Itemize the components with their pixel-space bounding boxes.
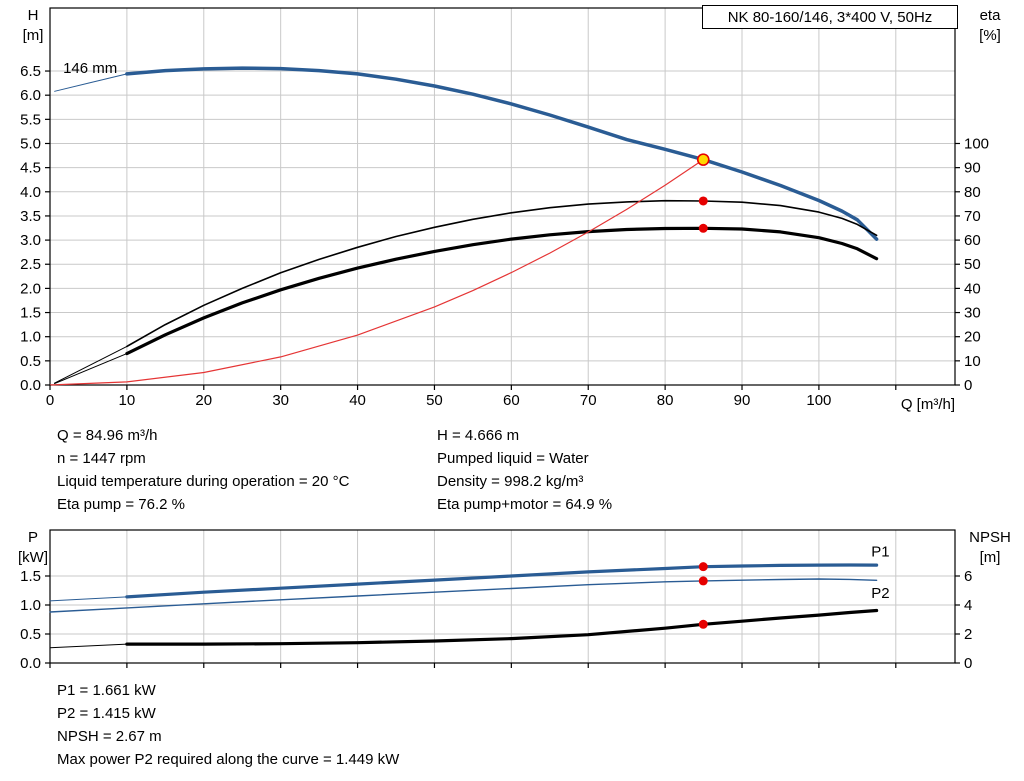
- eta-pump-motor-curve: [125, 226, 879, 356]
- x-tick-label: 0: [46, 392, 54, 409]
- left-tick-label: 0.0: [20, 377, 41, 394]
- right-tick-label: 2: [964, 626, 972, 643]
- p1-lead: [49, 596, 128, 602]
- pump-title: NK 80-160/146, 3*400 V, 50Hz: [727, 9, 933, 26]
- left-axis-unit: [m]: [23, 27, 44, 44]
- left-axis-name: P: [28, 529, 38, 546]
- left-tick-label: 5.5: [20, 111, 41, 128]
- info-eta-pump: Eta pump = 76.2 %: [57, 496, 185, 513]
- left-tick-label: 1.5: [20, 568, 41, 585]
- x-tick-label: 100: [806, 392, 831, 409]
- info-flow: Q = 84.96 m³/h: [57, 427, 158, 444]
- right-tick-label: 60: [964, 232, 981, 249]
- left-tick-label: 1.0: [20, 597, 41, 614]
- npsh-curve: [125, 608, 879, 646]
- left-tick-label: 3.5: [20, 208, 41, 225]
- right-tick-label: 10: [964, 353, 981, 370]
- left-tick-label: 6.5: [20, 63, 41, 80]
- power-info: P1 = 1.661 kW P2 = 1.415 kW NPSH = 2.67 …: [57, 679, 399, 771]
- x-tick-label: 40: [349, 392, 366, 409]
- eta-pump-motor-lead: [54, 353, 128, 385]
- x-tick-label: 70: [580, 392, 597, 409]
- eta-pump-curve: [126, 199, 878, 348]
- left-tick-label: 5.0: [20, 135, 41, 152]
- eta-pump-marker: [698, 196, 708, 206]
- info-npsh: NPSH = 2.67 m: [57, 728, 162, 745]
- x-tick-label: 80: [657, 392, 674, 409]
- impeller-size-label: 146 mm: [63, 60, 117, 77]
- info-eta-pump-motor: Eta pump+motor = 64.9 %: [437, 496, 613, 513]
- power-npsh-chart: 0.0 0.5 1.0 1.5 0 2 4 6 P [kW] NPSH [m] P1 P2: [18, 529, 1011, 672]
- x-tick-label: 90: [734, 392, 751, 409]
- left-tick-label: 0.5: [20, 353, 41, 370]
- right-axis-unit: [%]: [979, 27, 1001, 44]
- p2-label: P2: [871, 585, 889, 602]
- left-tick-label: 2.5: [20, 256, 41, 273]
- left-tick-label: 1.5: [20, 305, 41, 322]
- eta-pump-motor-marker: [698, 223, 708, 233]
- pump-title-box: NK 80-160/146, 3*400 V, 50Hz: [702, 5, 958, 29]
- left-tick-label: 3.0: [20, 232, 41, 249]
- x-tick-label: 60: [503, 392, 520, 409]
- npsh-lead: [49, 643, 128, 649]
- right-axis-unit: [m]: [980, 549, 1001, 566]
- info-liquid-temperature: Liquid temperature during operation = 20…: [57, 473, 350, 490]
- left-tick-label: 4.0: [20, 184, 41, 201]
- p2-curve: [49, 578, 878, 613]
- system-curve: [49, 159, 704, 386]
- info-head: H = 4.666 m: [437, 427, 520, 444]
- h-curve-lead: [54, 73, 128, 92]
- info-max-p2: Max power P2 required along the curve = …: [57, 751, 400, 768]
- left-tick-label: 4.5: [20, 160, 41, 177]
- right-tick-label: 40: [964, 280, 981, 297]
- right-tick-label: 100: [964, 135, 989, 152]
- x-tick-label: 20: [195, 392, 212, 409]
- qh-eta-chart: 0 10 20 30 40 50 60 70 80 90 100 Q [m³/h]0.00.51.01…: [20, 7, 1001, 413]
- x-tick-label: 30: [272, 392, 289, 409]
- info-pumped-liquid: Pumped liquid = Water: [437, 450, 589, 467]
- duty-info-left: Q = 84.96 m³/h n = 1447 rpm Liquid tempe…: [57, 424, 349, 516]
- right-tick-label: 6: [964, 568, 972, 585]
- x-tick-label: 10: [119, 392, 136, 409]
- p1-curve: [125, 563, 879, 599]
- right-tick-label: 70: [964, 208, 981, 225]
- info-speed: n = 1447 rpm: [57, 450, 146, 467]
- left-tick-label: 2.0: [20, 280, 41, 297]
- right-tick-label: 80: [964, 184, 981, 201]
- p1-marker: [698, 562, 708, 572]
- right-tick-label: 30: [964, 305, 981, 322]
- right-axis-name: eta: [980, 7, 1002, 24]
- right-tick-label: 4: [964, 597, 972, 614]
- chart-frame: [49, 7, 956, 386]
- chart-frame: [49, 529, 956, 664]
- x-tick-label: 50: [426, 392, 443, 409]
- npsh-marker: [698, 619, 708, 629]
- info-p1: P1 = 1.661 kW: [57, 682, 156, 699]
- info-density: Density = 998.2 kg/m³: [437, 473, 584, 490]
- right-tick-label: 50: [964, 256, 981, 273]
- info-p2: P2 = 1.415 kW: [57, 705, 156, 722]
- right-tick-label: 0: [964, 655, 972, 672]
- left-tick-label: 0.0: [20, 655, 41, 672]
- right-tick-label: 20: [964, 329, 981, 346]
- duty-point: [696, 153, 710, 166]
- right-tick-label: 90: [964, 160, 981, 177]
- left-axis-name: H: [28, 7, 39, 24]
- left-tick-label: 0.5: [20, 626, 41, 643]
- right-tick-label: 0: [964, 377, 972, 394]
- x-axis-label: Q [m³/h]: [901, 396, 955, 413]
- duty-info-right: H = 4.666 m Pumped liquid = Water Densit…: [437, 424, 612, 516]
- p1-label: P1: [871, 543, 889, 560]
- p2-marker: [698, 576, 708, 586]
- left-axis-unit: [kW]: [18, 549, 48, 566]
- right-axis-name: NPSH: [969, 529, 1011, 546]
- left-tick-label: 6.0: [20, 87, 41, 104]
- eta-pump-lead: [54, 345, 128, 384]
- h-curve-146mm: [125, 66, 879, 241]
- left-tick-label: 1.0: [20, 329, 41, 346]
